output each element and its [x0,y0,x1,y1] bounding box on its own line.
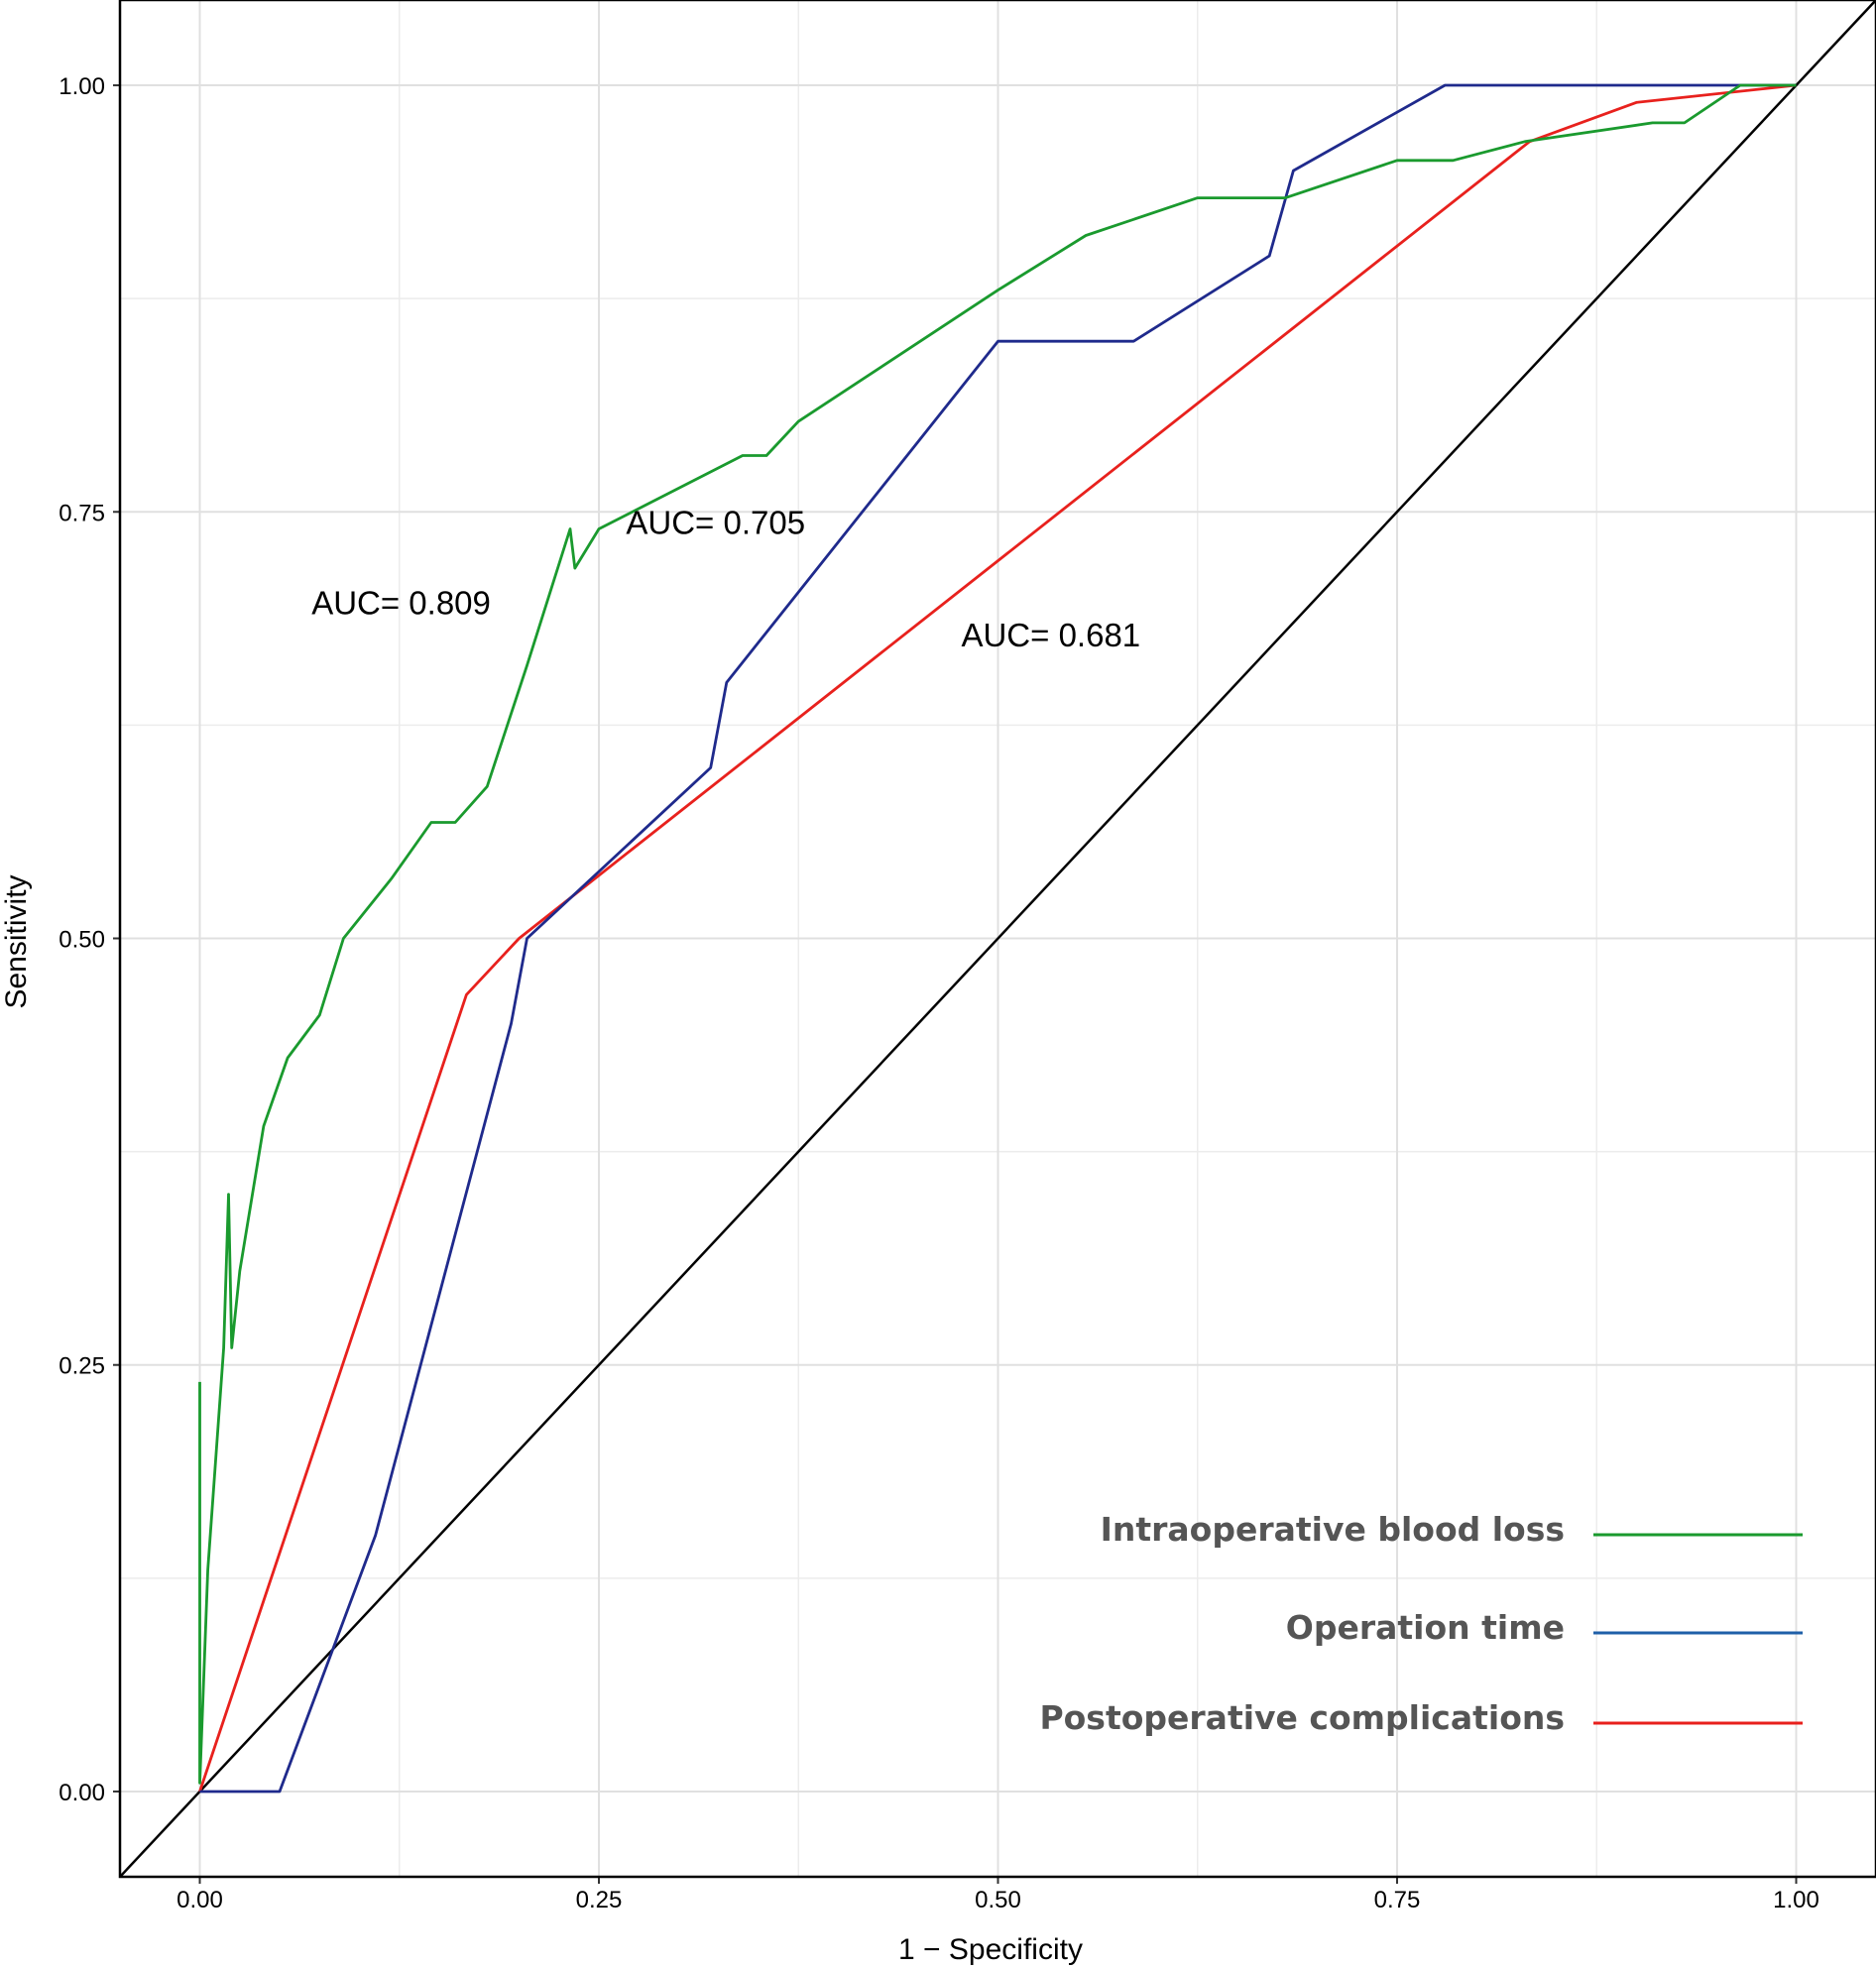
x-tick-label: 0.00 [176,1887,223,1913]
y-tick-label: 0.25 [59,1353,105,1380]
x-tick-label: 0.25 [576,1887,623,1913]
series-line-complications [198,83,1797,1793]
y-tick-label: 0.75 [59,500,105,526]
y-axis-title: Sensitivity [0,874,33,1008]
series-layer [119,0,1876,1878]
legend-label-complications: Postoperative complications [1039,1698,1565,1737]
auc-label-blood-loss: AUC= 0.809 [311,585,491,622]
axis-layer: 0.00 0.25 0.50 0.75 1.00 0.00 0.25 0.50 … [0,73,1819,1966]
series-line-operation-time [199,83,1797,1794]
auc-label-operation-time: AUC= 0.705 [626,505,805,541]
legend: Intraoperative blood loss Operation time… [1039,1510,1803,1737]
y-tick-label: 1.00 [59,73,105,100]
legend-label-operation-time: Operation time [1286,1608,1565,1647]
x-axis-title: 1 − Specificity [898,1933,1083,1966]
x-tick-label: 0.75 [1374,1887,1421,1913]
series-line-blood-loss [198,83,1797,1785]
x-tick-label: 0.50 [975,1887,1021,1913]
legend-label-blood-loss: Intraoperative blood loss [1101,1510,1565,1549]
plot-border [118,0,1876,1879]
x-tick-label: 1.00 [1773,1887,1819,1913]
y-tick-label: 0.50 [59,927,105,954]
auc-label-complications: AUC= 0.681 [961,617,1140,653]
annotation-layer: AUC= 0.809 AUC= 0.705 AUC= 0.681 [311,505,1140,654]
reference-diagonal [119,0,1876,1878]
y-tick-label: 0.00 [59,1780,105,1806]
